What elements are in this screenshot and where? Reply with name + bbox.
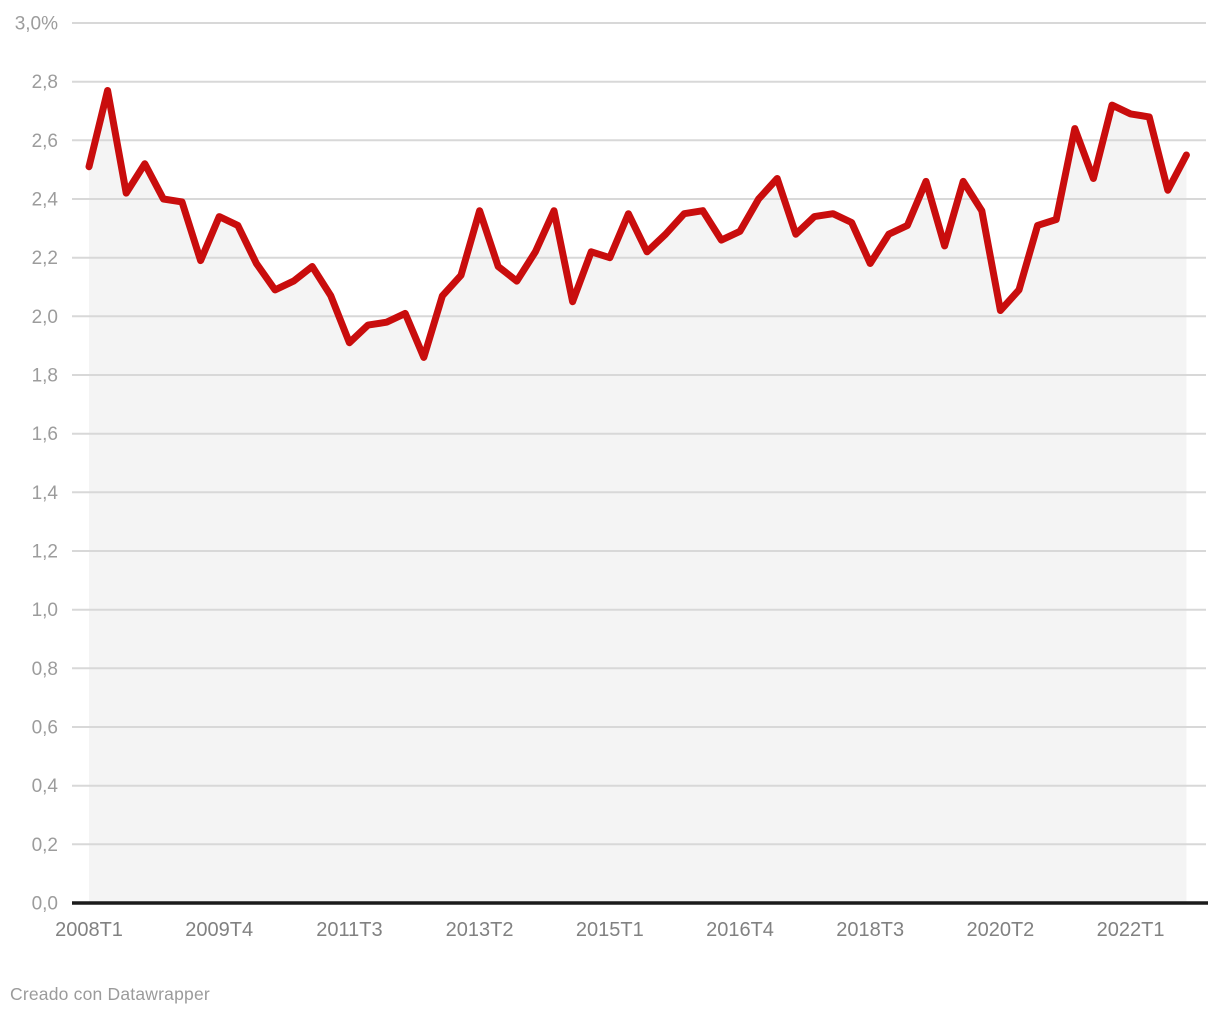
x-tick-label: 2013T2	[446, 919, 514, 941]
x-tick-label: 2009T4	[185, 919, 253, 941]
y-tick-label: 2,2	[32, 248, 58, 269]
x-tick-label: 2008T1	[55, 919, 123, 941]
data-line	[85, 87, 1190, 361]
y-tick-label: 1,2	[32, 542, 58, 563]
y-tick-label: 0,0	[32, 894, 58, 915]
line-chart-svg: 0,0 0,2 0,4 0,6 0,8 1,0 1,2 1,4 1,6 1,8 2,0 2,2 2,4 2…	[15, 14, 1208, 941]
x-tick-label: 2015T1	[576, 919, 644, 941]
y-tick-label: 0,6	[32, 718, 58, 739]
y-tick-label: 1,4	[32, 483, 59, 504]
x-tick-label: 2022T1	[1097, 919, 1165, 941]
y-tick-label: 0,2	[32, 835, 58, 856]
y-tick-label: 2,8	[32, 72, 58, 93]
x-tick-label: 2016T4	[706, 919, 774, 941]
x-tick-label: 2020T2	[966, 919, 1034, 941]
y-tick-label: 3,0%	[15, 14, 58, 35]
y-tick-label: 0,4	[32, 776, 59, 797]
y-tick-label: 1,6	[32, 424, 58, 445]
y-tick-label: 2,4	[32, 190, 59, 211]
y-tick-label: 1,8	[32, 366, 58, 387]
y-tick-label: 1,0	[32, 600, 58, 621]
y-tick-label: 0,8	[32, 659, 58, 680]
x-tick-label: 2011T3	[316, 919, 382, 941]
area-fill	[89, 90, 1187, 903]
y-tick-label: 2,6	[32, 131, 58, 152]
datawrapper-attribution: Creado con Datawrapper	[10, 984, 210, 1004]
x-tick-label: 2018T3	[836, 919, 904, 941]
y-tick-label: 2,0	[32, 307, 58, 328]
